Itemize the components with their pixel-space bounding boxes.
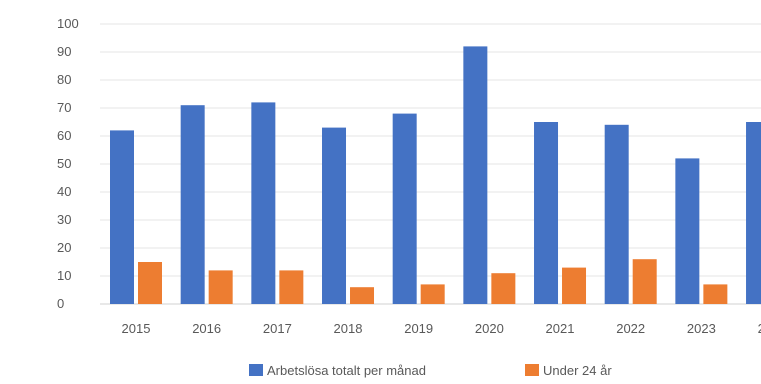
y-tick-label: 50 — [57, 156, 71, 171]
x-tick-label: 2016 — [192, 321, 221, 336]
bar-series-2-2021 — [562, 267, 587, 304]
x-tick-label: 2024 — [758, 321, 761, 336]
y-tick-label: 20 — [57, 240, 71, 255]
legend-swatch-series-2 — [525, 364, 539, 376]
y-tick-label: 0 — [57, 296, 64, 311]
bar-series-2-2020 — [491, 273, 516, 304]
bars — [110, 46, 761, 305]
bar-series-1-2020 — [463, 46, 488, 305]
legend: Arbetslösa totalt per månad Under 24 år — [249, 363, 612, 378]
bar-series-1-2015 — [110, 130, 134, 304]
y-tick-label: 70 — [57, 100, 71, 115]
x-tick-label: 2019 — [404, 321, 433, 336]
bar-series-1-2022 — [604, 124, 629, 304]
bar-series-2-2023 — [703, 284, 728, 304]
bar-series-1-2019 — [392, 113, 417, 304]
bar-series-2-2018 — [350, 287, 375, 304]
y-tick-label: 30 — [57, 212, 71, 227]
bar-series-1-2023 — [675, 158, 700, 304]
y-tick-label: 90 — [57, 44, 71, 59]
x-axis-ticks: 2015 2016 2017 2018 2019 2020 2021 2022 2023 2024 — [122, 321, 761, 336]
x-tick-label: 2017 — [263, 321, 292, 336]
y-tick-label: 100 — [57, 16, 79, 31]
y-tick-label: 10 — [57, 268, 71, 283]
x-tick-label: 2021 — [546, 321, 575, 336]
y-axis-ticks: 0 10 20 30 40 50 60 70 80 90 100 — [57, 16, 79, 311]
x-tick-label: 2022 — [616, 321, 645, 336]
bar-series-2-2016 — [208, 270, 233, 304]
legend-swatch-series-1 — [249, 364, 263, 376]
bar-series-1-2024 — [746, 122, 761, 304]
bar-series-2-2017 — [279, 270, 304, 304]
x-tick-label: 2020 — [475, 321, 504, 336]
y-tick-label: 60 — [57, 128, 71, 143]
bar-series-1-2018 — [322, 127, 347, 304]
legend-label-series-1: Arbetslösa totalt per månad — [267, 363, 426, 378]
y-tick-label: 40 — [57, 184, 71, 199]
x-tick-label: 2023 — [687, 321, 716, 336]
legend-label-series-2: Under 24 år — [543, 363, 612, 378]
bar-series-1-2017 — [251, 102, 276, 305]
bar-series-1-2016 — [180, 105, 205, 304]
y-tick-label: 80 — [57, 72, 71, 87]
bar-series-2-2019 — [420, 284, 445, 304]
x-tick-label: 2015 — [122, 321, 151, 336]
x-tick-label: 2018 — [334, 321, 363, 336]
bar-series-2-2015 — [138, 262, 162, 304]
bar-series-1-2021 — [534, 122, 559, 304]
bar-series-2-2022 — [632, 259, 657, 304]
